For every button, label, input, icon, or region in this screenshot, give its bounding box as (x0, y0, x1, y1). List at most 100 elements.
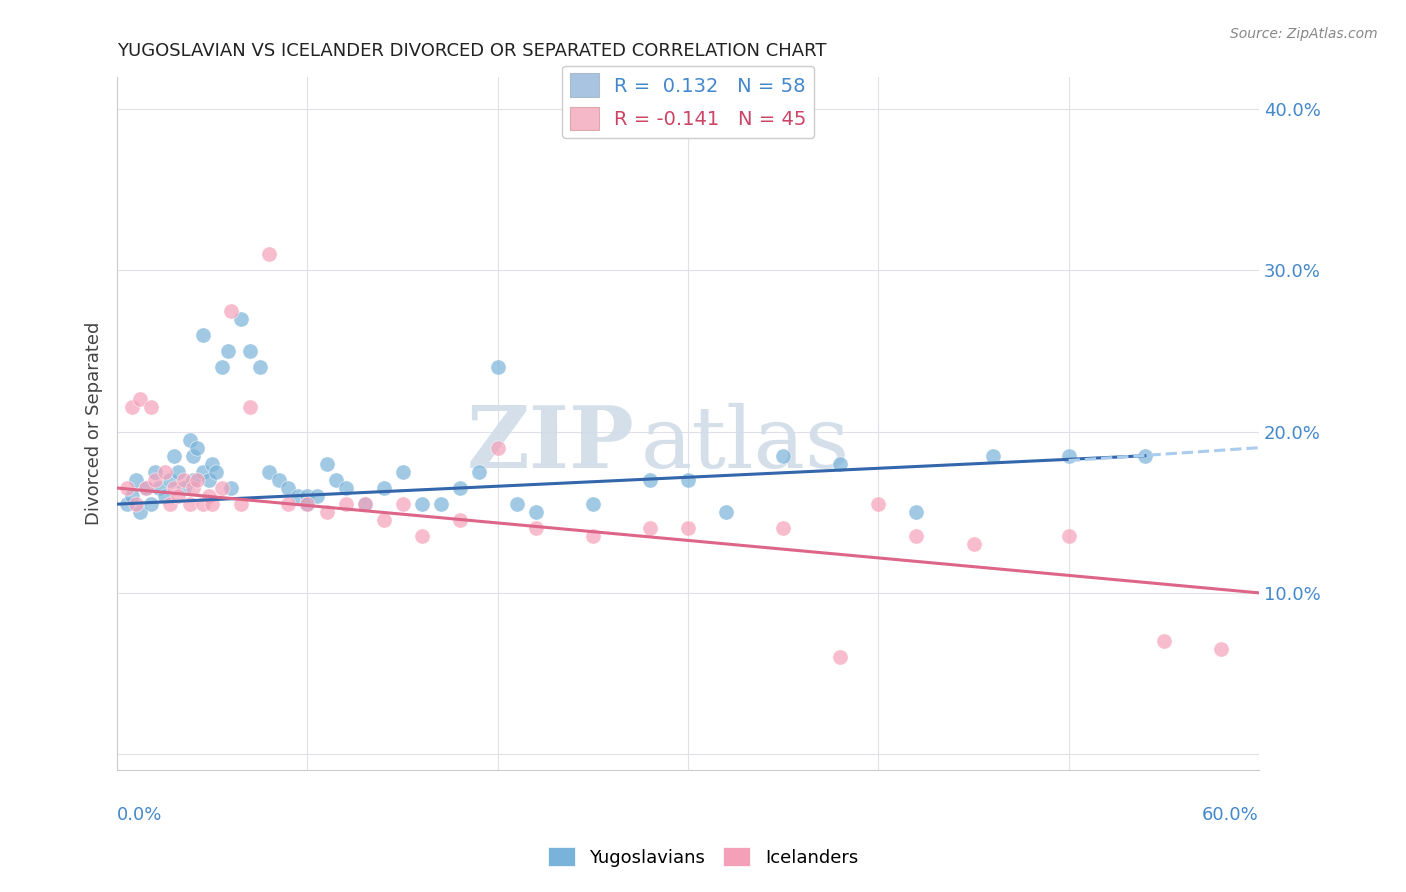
Point (582, 529, 605, 543)
Point (373, 481, 395, 495)
Point (772, 521, 794, 535)
Point (259, 247, 281, 261)
Point (173, 473, 195, 487)
Point (638, 521, 661, 535)
Point (325, 473, 347, 487)
Point (353, 497, 375, 511)
Point (135, 481, 157, 495)
Point (135, 481, 157, 495)
Point (335, 497, 357, 511)
Point (115, 497, 138, 511)
Point (315, 457, 337, 471)
Point (297, 497, 319, 511)
Point (981, 449, 1004, 463)
Point (197, 473, 219, 487)
Point (373, 513, 395, 527)
Point (1133, 449, 1156, 463)
Point (239, 401, 262, 415)
Point (411, 497, 433, 511)
Point (239, 343, 262, 358)
Point (486, 359, 509, 374)
Legend: R =  0.132   N = 58, R = -0.141   N = 45: R = 0.132 N = 58, R = -0.141 N = 45 (562, 65, 814, 138)
Point (449, 513, 471, 527)
Point (277, 481, 299, 495)
Point (905, 505, 928, 519)
Point (1153, 634, 1175, 648)
Point (201, 457, 224, 471)
Point (638, 473, 661, 487)
Y-axis label: Divorced or Separated: Divorced or Separated (86, 322, 103, 525)
Point (129, 392, 152, 407)
Point (229, 497, 252, 511)
Point (468, 465, 491, 479)
Point (486, 441, 509, 455)
Point (129, 505, 152, 519)
Point (429, 497, 451, 511)
Point (962, 537, 984, 551)
Point (121, 401, 143, 415)
Point (141, 497, 163, 511)
Point (179, 497, 201, 511)
Point (211, 359, 233, 374)
Point (191, 327, 214, 342)
Point (191, 465, 214, 479)
Point (159, 473, 181, 487)
Point (411, 529, 433, 543)
Point (259, 465, 281, 479)
Point (524, 505, 547, 519)
Point (217, 343, 239, 358)
Point (676, 521, 699, 535)
Point (1057, 529, 1080, 543)
Point (143, 473, 166, 487)
Point (221, 303, 243, 318)
Point (181, 481, 204, 495)
Point (179, 433, 201, 447)
Point (181, 473, 204, 487)
Point (197, 489, 219, 503)
Point (163, 449, 186, 463)
Point (249, 359, 271, 374)
Text: YUGOSLAVIAN VS ICELANDER DIVORCED OR SEPARATED CORRELATION CHART: YUGOSLAVIAN VS ICELANDER DIVORCED OR SEP… (117, 42, 827, 60)
Point (221, 481, 243, 495)
Point (229, 311, 252, 326)
Point (143, 465, 166, 479)
Point (772, 449, 794, 463)
Point (315, 505, 337, 519)
Text: ZIP: ZIP (467, 402, 636, 486)
Text: 0.0%: 0.0% (117, 805, 163, 824)
Point (159, 497, 181, 511)
Point (153, 489, 176, 503)
Point (676, 473, 699, 487)
Point (167, 489, 190, 503)
Point (449, 481, 471, 495)
Point (297, 497, 319, 511)
Point (714, 505, 737, 519)
Point (163, 481, 186, 495)
Point (391, 497, 413, 511)
Point (205, 465, 228, 479)
Point (115, 481, 138, 495)
Point (1209, 642, 1232, 657)
Text: Source: ZipAtlas.com: Source: ZipAtlas.com (1230, 27, 1378, 41)
Point (582, 497, 605, 511)
Point (186, 441, 208, 455)
Point (1057, 449, 1080, 463)
Point (267, 473, 290, 487)
Point (297, 489, 319, 503)
Point (153, 465, 176, 479)
Point (191, 497, 214, 511)
Point (148, 481, 170, 495)
Point (524, 521, 547, 535)
Point (830, 457, 852, 471)
Point (141, 401, 163, 415)
Point (125, 473, 148, 487)
Legend: Yugoslavians, Icelanders: Yugoslavians, Icelanders (541, 840, 865, 874)
Point (277, 497, 299, 511)
Text: atlas: atlas (641, 402, 849, 486)
Point (905, 529, 928, 543)
Point (335, 481, 357, 495)
Point (181, 449, 204, 463)
Point (287, 489, 309, 503)
Point (167, 465, 190, 479)
Point (506, 497, 529, 511)
